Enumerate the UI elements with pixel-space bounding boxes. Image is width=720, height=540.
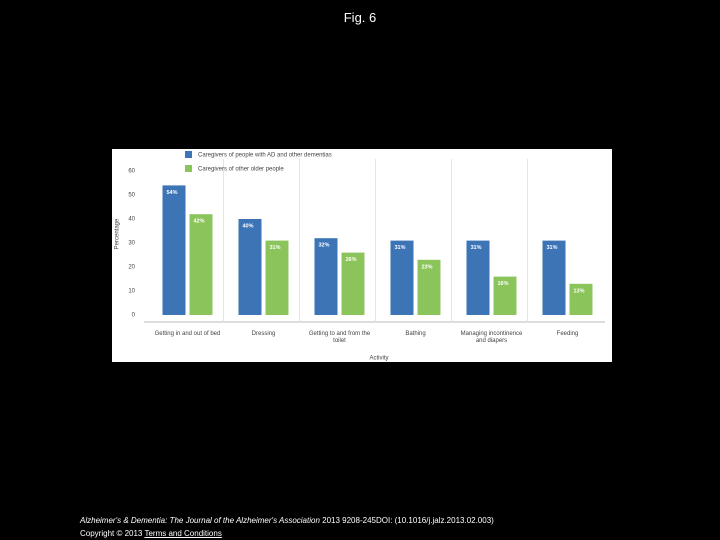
chart: 0 10 20 30 40 50 60 Percentage Activity Caregiver… xyxy=(115,151,605,362)
legend-swatch xyxy=(185,165,192,172)
x-tick-label: Getting to and from the toilet xyxy=(308,331,371,344)
value-label: 31% xyxy=(395,245,406,251)
x-axis-label: Activity xyxy=(369,356,388,362)
legend-label: Caregivers of people with AD and other d… xyxy=(198,153,332,159)
value-label: 31% xyxy=(471,245,482,251)
bar xyxy=(466,240,490,315)
y-tick-label: 0 xyxy=(132,313,136,319)
y-tick-label: 10 xyxy=(128,289,135,295)
bar xyxy=(569,283,593,315)
legend-label: Caregivers of other older people xyxy=(198,167,284,173)
bar xyxy=(493,276,517,315)
x-tick-label: Managing incontinence and diapers xyxy=(460,331,523,344)
value-label: 26% xyxy=(346,257,357,263)
bar xyxy=(341,252,365,315)
bar xyxy=(238,219,262,315)
legend-swatch xyxy=(185,151,192,158)
value-label: 54% xyxy=(167,190,178,196)
value-label: 42% xyxy=(194,219,205,225)
value-label: 23% xyxy=(422,264,433,270)
y-tick-label: 30 xyxy=(128,241,135,247)
bar xyxy=(417,259,441,315)
journal: Alzheimer's & Dementia: The Journal of t… xyxy=(80,516,320,525)
bar xyxy=(390,240,414,315)
x-tick-label: Bathing xyxy=(405,331,426,337)
value-label: 40% xyxy=(243,223,254,229)
y-axis-label: Percentage xyxy=(115,218,121,249)
citation: Alzheimer's & Dementia: The Journal of t… xyxy=(80,514,494,527)
y-tick-label: 40 xyxy=(128,217,135,223)
y-tick-label: 20 xyxy=(128,265,135,271)
bar xyxy=(162,185,186,315)
chart-box: 0 10 20 30 40 50 60 Percentage Activity Caregiver… xyxy=(112,149,612,362)
bar xyxy=(314,238,338,315)
slide-title: Fig. 6 xyxy=(343,10,377,25)
bar xyxy=(265,240,289,315)
x-tick-label: Feeding xyxy=(556,331,579,337)
x-tick-label: Getting in and out of bed xyxy=(154,331,221,337)
copyright: Copyright © 2013 xyxy=(80,529,143,538)
value-label: 16% xyxy=(498,281,509,287)
terms-link[interactable]: Terms and Conditions xyxy=(144,529,222,538)
value-label: 32% xyxy=(319,243,330,249)
citation-text: 2013 9208-245DOI: (10.1016/j.jalz.2013.0… xyxy=(322,516,494,525)
bar xyxy=(542,240,566,315)
x-tick-label: Dressing xyxy=(251,331,276,337)
y-tick-label: 60 xyxy=(128,169,135,175)
value-label: 31% xyxy=(270,245,281,251)
value-label: 31% xyxy=(547,245,558,251)
y-tick-label: 50 xyxy=(128,193,135,199)
copyright-line: Copyright © 2013 Terms and Conditions xyxy=(80,527,494,540)
footer: Alzheimer's & Dementia: The Journal of t… xyxy=(80,514,494,540)
bar xyxy=(189,214,213,315)
value-label: 13% xyxy=(574,288,585,294)
